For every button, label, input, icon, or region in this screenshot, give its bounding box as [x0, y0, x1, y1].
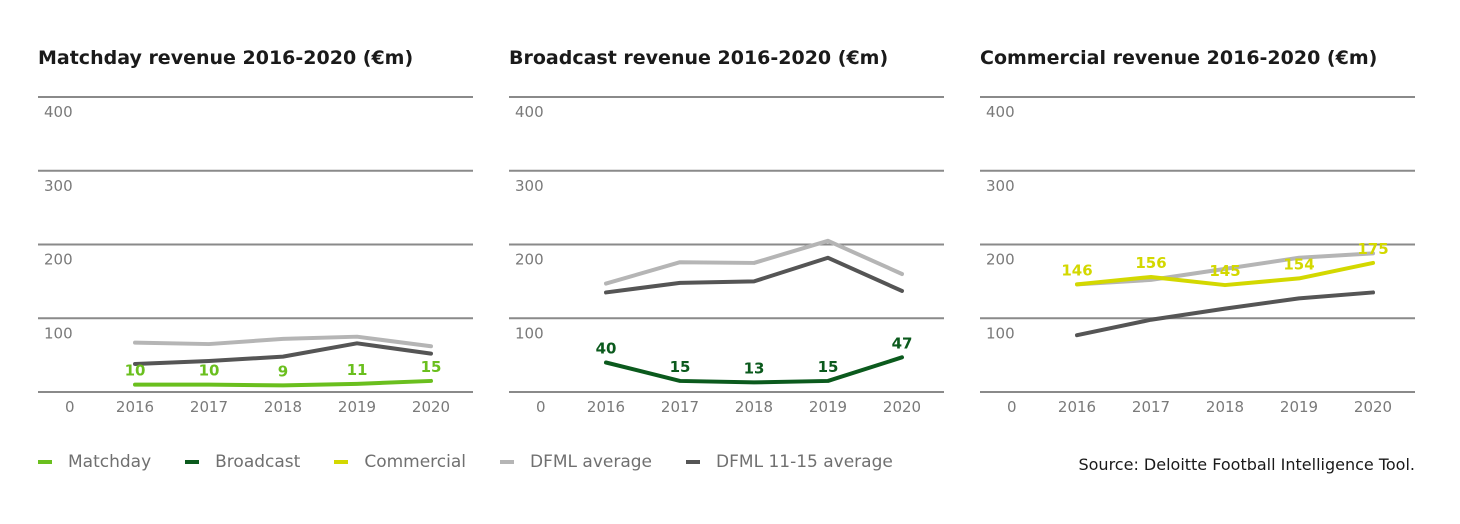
chart-2-xtick-2017: 2017 [661, 398, 699, 416]
legend-label-dfml-11-15-average: DFML 11-15 average [716, 452, 893, 472]
legend-label-dfml-average: DFML average [530, 452, 653, 472]
chart-1-ytick-0: 0 [65, 398, 75, 416]
legend-item-commercial: Commercial [334, 452, 466, 472]
chart-2-data-label-2019: 15 [818, 358, 839, 376]
chart-3-data-label-2020: 175 [1357, 240, 1388, 258]
chart-1-data-label-2018: 9 [278, 362, 288, 380]
chart-3-series-dfml-11-15-average [1075, 290, 1375, 338]
chart-2-title: Broadcast revenue 2016-2020 (€m) [509, 47, 888, 69]
chart-1-xtick-2017: 2017 [190, 398, 228, 416]
legend-swatch-matchday [38, 460, 52, 464]
chart-1-ytick-300: 300 [44, 177, 73, 195]
chart-3-data-label-2017: 156 [1135, 254, 1166, 272]
legend-swatch-commercial [334, 460, 349, 464]
legend: Matchday Broadcast Commercial DFML avera… [38, 452, 927, 472]
legend-label-broadcast: Broadcast [215, 452, 301, 472]
chart-2-ytick-100: 100 [515, 324, 544, 342]
chart-3-data-label-2016: 146 [1061, 261, 1092, 279]
legend-item-dfml-average: DFML average [500, 452, 652, 472]
chart-2-xtick-2019: 2019 [809, 398, 847, 416]
chart-1-xtick-2020: 2020 [412, 398, 450, 416]
legend-swatch-broadcast [185, 460, 200, 464]
chart-1-ytick-200: 200 [44, 251, 73, 269]
chart-1-series-matchday [133, 378, 433, 388]
legend-label-commercial: Commercial [364, 452, 467, 472]
chart-1-series-dfml-average [133, 334, 433, 349]
chart-2-data-label-2020: 47 [892, 334, 913, 352]
chart-2-xtick-2016: 2016 [587, 398, 625, 416]
chart-1-data-label-2016: 10 [125, 362, 146, 380]
chart-3-ytick-0: 0 [1007, 398, 1017, 416]
chart-3-xtick-2017: 2017 [1132, 398, 1170, 416]
chart-1-xtick-2016: 2016 [116, 398, 154, 416]
chart-2-data-label-2018: 13 [744, 359, 765, 377]
chart-2-ytick-200: 200 [515, 251, 544, 269]
chart-3-data-label-2018: 145 [1209, 262, 1240, 280]
chart-2-xtick-2018: 2018 [735, 398, 773, 416]
legend-label-matchday: Matchday [68, 452, 152, 472]
chart-2-ytick-400: 400 [515, 103, 544, 121]
legend-swatch-dfml-average [500, 460, 515, 464]
chart-3-data-label-2019: 154 [1283, 255, 1314, 273]
source-note: Source: Deloitte Football Intelligence T… [1078, 455, 1415, 474]
chart-2-series-dfml-average [604, 238, 904, 286]
chart-3-ytick-100: 100 [986, 324, 1015, 342]
chart-3-ytick-400: 400 [986, 103, 1015, 121]
chart-1-series-dfml-11-15-average [133, 341, 433, 366]
legend-item-dfml-11-15-average: DFML 11-15 average [686, 452, 893, 472]
chart-2-ytick-0: 0 [536, 398, 546, 416]
charts-area: Matchday revenue 2016-2020 (€m)010020030… [38, 47, 1415, 416]
chart-3-xtick-2018: 2018 [1206, 398, 1244, 416]
chart-2-ytick-300: 300 [515, 177, 544, 195]
chart-1-xtick-2019: 2019 [338, 398, 376, 416]
chart-1-data-label-2020: 15 [421, 358, 442, 376]
chart-1-title: Matchday revenue 2016-2020 (€m) [38, 47, 413, 69]
chart-3-xtick-2020: 2020 [1354, 398, 1392, 416]
chart-1-ytick-400: 400 [44, 103, 73, 121]
chart-3-ytick-200: 200 [986, 251, 1015, 269]
legend-item-matchday: Matchday [38, 452, 151, 472]
chart-1-data-label-2019: 11 [347, 361, 368, 379]
chart-2-data-label-2017: 15 [670, 358, 691, 376]
chart-2-data-label-2016: 40 [596, 340, 617, 358]
chart-1-ytick-100: 100 [44, 324, 73, 342]
legend-item-broadcast: Broadcast [185, 452, 300, 472]
chart-3-title: Commercial revenue 2016-2020 (€m) [980, 47, 1377, 69]
chart-2-series-dfml-11-15-average [604, 255, 904, 295]
chart-2-series-broadcast [604, 355, 904, 385]
chart-3-xtick-2019: 2019 [1280, 398, 1318, 416]
chart-3-series-commercial [1075, 260, 1375, 288]
chart-1-xtick-2018: 2018 [264, 398, 302, 416]
chart-1-data-label-2017: 10 [199, 362, 220, 380]
chart-3-ytick-300: 300 [986, 177, 1015, 195]
legend-swatch-dfml-11-15-average [686, 460, 701, 464]
chart-2-xtick-2020: 2020 [883, 398, 921, 416]
chart-3-xtick-2016: 2016 [1058, 398, 1096, 416]
